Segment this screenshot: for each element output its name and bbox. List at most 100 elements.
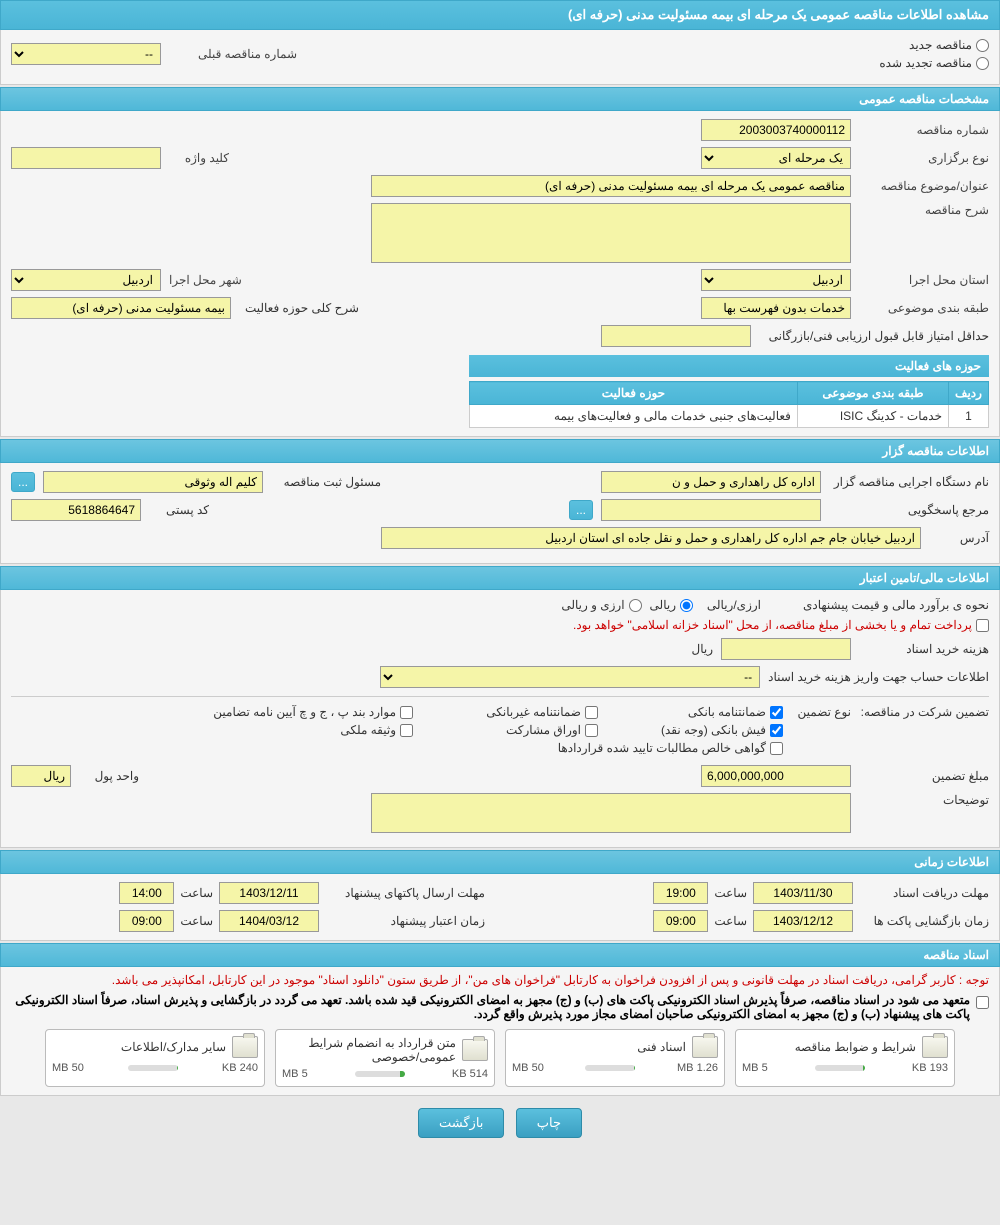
radio-rial-label: ریالی: [650, 598, 676, 612]
province-select[interactable]: اردبیل: [701, 269, 851, 291]
chk-contract-receivables[interactable]: گواهی خالص مطالبات تایید شده قراردادها: [523, 741, 783, 755]
guarantee-type-label: نوع تضمین: [791, 705, 851, 719]
doc-title: اسناد فنی: [512, 1040, 686, 1054]
section-body-docs: توجه : کاربر گرامی، دریافت اسناد در مهلت…: [0, 967, 1000, 1096]
responsible-label: مسئول ثبت مناقصه: [271, 475, 381, 489]
subject-label: عنوان/موضوع مناقصه: [859, 179, 989, 193]
folder-icon: [692, 1036, 718, 1058]
open-time[interactable]: [653, 910, 708, 932]
address-input[interactable]: [381, 527, 921, 549]
radio-rial-input[interactable]: [680, 599, 693, 612]
doc-title: متن قرارداد به انضمام شرایط عمومی/خصوصی: [282, 1036, 456, 1064]
radio-forex[interactable]: ارزی و ریالی: [561, 598, 641, 612]
doc-limit: 5 MB: [742, 1062, 768, 1074]
validity-time[interactable]: [119, 910, 174, 932]
page-title: مشاهده اطلاعات مناقصه عمومی یک مرحله ای …: [0, 0, 1000, 30]
tender-no-input[interactable]: [701, 119, 851, 141]
chk-bank-receipt[interactable]: فیش بانکی (وجه نقد): [613, 723, 783, 737]
radio-new-input[interactable]: [976, 39, 989, 52]
print-button[interactable]: چاپ: [516, 1108, 582, 1138]
chk-nonbank-guarantee[interactable]: ضمانتنامه غیربانکی: [428, 705, 598, 719]
radio-new-tender[interactable]: مناقصه جدید: [305, 38, 989, 52]
envelope-deadline-date[interactable]: [219, 882, 319, 904]
doc-card[interactable]: متن قرارداد به انضمام شرایط عمومی/خصوصی 5…: [275, 1029, 495, 1087]
section-body-financial: نحوه ی برآورد مالی و قیمت پیشنهادی ارزی/…: [0, 590, 1000, 848]
chk-regulation-cases[interactable]: موارد بند پ ، ج و چ آیین نامه تضامین: [193, 705, 413, 719]
envelope-deadline-time[interactable]: [119, 882, 174, 904]
doc-size: 240 KB: [222, 1062, 258, 1074]
doc-cards-container: شرایط و ضوابط مناقصه 193 KB 5 MB اسناد فنی1…: [1, 1021, 999, 1095]
activity-th-1: طبقه بندی موضوعی: [797, 382, 948, 405]
type-select[interactable]: یک مرحله ای: [701, 147, 851, 169]
category-label: طبقه بندی موضوعی: [859, 301, 989, 315]
estimate-label: نحوه ی برآورد مالی و قیمت پیشنهادی: [769, 598, 989, 612]
reply-input[interactable]: [601, 499, 821, 521]
prev-number-select[interactable]: --: [11, 43, 161, 65]
doc-title: شرایط و ضوابط مناقصه: [742, 1040, 916, 1054]
doc-size: 514 KB: [452, 1068, 488, 1080]
reply-label: مرجع پاسخگویی: [829, 503, 989, 517]
doc-limit: 50 MB: [512, 1062, 544, 1074]
min-score-input[interactable]: [601, 325, 751, 347]
radio-forex-input[interactable]: [629, 599, 642, 612]
guarantee-checkbox-grid: ضمانتنامه بانکی ضمانتنامه غیربانکی موارد…: [63, 705, 783, 759]
folder-icon: [232, 1036, 258, 1058]
section-header-financial: اطلاعات مالی/تامین اعتبار: [0, 566, 1000, 590]
doc-card[interactable]: اسناد فنی1.26 MB50 MB: [505, 1029, 725, 1087]
chk-participation-bonds[interactable]: اوراق مشارکت: [428, 723, 598, 737]
radio-renewed-tender[interactable]: مناقصه تجدید شده: [305, 56, 989, 70]
activity-table-title: حوزه های فعالیت: [469, 355, 989, 377]
activity-desc-input[interactable]: [11, 297, 231, 319]
doc-cost-input[interactable]: [721, 638, 851, 660]
back-button[interactable]: بازگشت: [418, 1108, 504, 1138]
section-header-owner: اطلاعات مناقصه گزار: [0, 439, 1000, 463]
progress-bar: [355, 1071, 405, 1077]
doc-cost-label: هزینه خرید اسناد: [859, 642, 989, 656]
treasury-checkbox[interactable]: پرداخت تمام و یا بخشی از مبلغ مناقصه، از…: [573, 618, 989, 632]
doc-card[interactable]: شرایط و ضوابط مناقصه 193 KB 5 MB: [735, 1029, 955, 1087]
docs-notice-1: توجه : کاربر گرامی، دریافت اسناد در مهلت…: [1, 967, 999, 993]
doc-deadline-date[interactable]: [753, 882, 853, 904]
responsible-lookup-button[interactable]: ...: [11, 472, 35, 492]
notes-textarea[interactable]: [371, 793, 851, 833]
responsible-input[interactable]: [43, 471, 263, 493]
doc-deadline-time[interactable]: [653, 882, 708, 904]
open-date[interactable]: [753, 910, 853, 932]
account-select[interactable]: --: [380, 666, 760, 688]
radio-new-label: مناقصه جدید: [909, 38, 972, 52]
city-select[interactable]: اردبیل: [11, 269, 161, 291]
docs-notice-2: متعهد می شود در اسناد مناقصه، صرفاً پذیر…: [11, 993, 970, 1021]
cell-0-0: 1: [949, 405, 989, 428]
keyword-label: کلید واژه: [169, 151, 229, 165]
hour-label-3: ساعت: [180, 886, 213, 900]
keyword-input[interactable]: [11, 147, 161, 169]
treasury-notice: پرداخت تمام و یا بخشی از مبلغ مناقصه، از…: [573, 618, 972, 632]
validity-date[interactable]: [219, 910, 319, 932]
radio-renewed-input[interactable]: [976, 57, 989, 70]
min-score-label: حداقل امتیاز قابل قبول ارزیابی فنی/بازرگ…: [759, 329, 989, 343]
doc-size: 193 KB: [912, 1062, 948, 1074]
category-input[interactable]: [701, 297, 851, 319]
postal-input[interactable]: [11, 499, 141, 521]
doc-limit: 50 MB: [52, 1062, 84, 1074]
subject-input[interactable]: [371, 175, 851, 197]
radio-renewed-label: مناقصه تجدید شده: [879, 56, 972, 70]
amount-input[interactable]: [701, 765, 851, 787]
chk-property-pledge[interactable]: وثیقه ملکی: [243, 723, 413, 737]
commitment-checkbox[interactable]: [976, 996, 989, 1009]
doc-card[interactable]: سایر مدارک/اطلاعات240 KB50 MB: [45, 1029, 265, 1087]
tender-no-label: شماره مناقصه: [859, 123, 989, 137]
reply-lookup-button[interactable]: ...: [569, 500, 593, 520]
activity-desc-label: شرح کلی حوزه فعالیت: [239, 301, 359, 315]
city-label: شهر محل اجرا: [169, 273, 242, 287]
doc-deadline-label: مهلت دریافت اسناد: [859, 886, 989, 900]
treasury-checkbox-input[interactable]: [976, 619, 989, 632]
amount-unit-input[interactable]: [11, 765, 71, 787]
radio-rial[interactable]: ریالی: [650, 598, 693, 612]
desc-textarea[interactable]: [371, 203, 851, 263]
org-input[interactable]: [601, 471, 821, 493]
chk-bank-guarantee[interactable]: ضمانتنامه بانکی: [613, 705, 783, 719]
cell-0-1: خدمات - کدینگ ISIC: [797, 405, 948, 428]
section-header-time: اطلاعات زمانی: [0, 850, 1000, 874]
section-body-owner: نام دستگاه اجرایی مناقصه گزار مسئول ثبت …: [0, 463, 1000, 564]
